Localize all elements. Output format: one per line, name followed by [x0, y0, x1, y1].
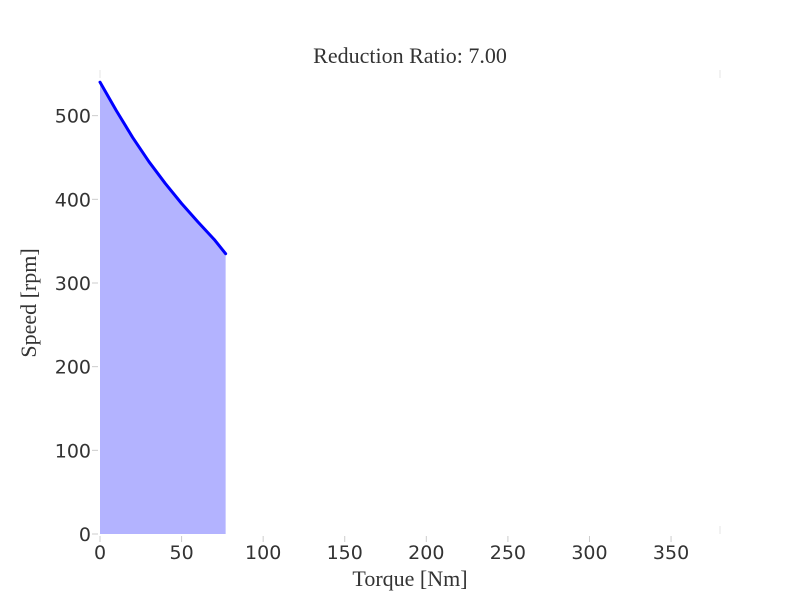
y-axis-label: Speed [rpm]: [16, 248, 41, 357]
y-tick-label-500: 500: [55, 106, 91, 128]
y-tick-label-100: 100: [55, 440, 91, 462]
x-tick-label-50: 50: [169, 542, 193, 564]
x-tick-label-200: 200: [408, 542, 444, 564]
chart-title: Reduction Ratio: 7.00: [313, 43, 507, 68]
x-tick-label-0: 0: [94, 542, 106, 564]
x-tick-label-300: 300: [571, 542, 607, 564]
plot-area-corner-marks: [99, 70, 721, 534]
x-tick-label-250: 250: [490, 542, 526, 564]
x-tick-label-100: 100: [245, 542, 281, 564]
series-layer: [98, 80, 228, 535]
y-tick-label-0: 0: [79, 524, 91, 546]
y-tick-label-200: 200: [55, 357, 91, 379]
x-axis-ticks: 0 50 100 150 200 250 300 350: [94, 536, 689, 564]
series-0-area: [100, 82, 226, 535]
y-tick-label-400: 400: [55, 189, 91, 211]
series-0-line: [98, 80, 228, 256]
x-tick-label-350: 350: [653, 542, 689, 564]
y-axis-ticks: 0 100 200 300 400 500: [55, 106, 98, 546]
y-tick-label-300: 300: [55, 273, 91, 295]
x-axis-label: Torque [Nm]: [352, 566, 467, 591]
x-tick-label-150: 150: [327, 542, 363, 564]
